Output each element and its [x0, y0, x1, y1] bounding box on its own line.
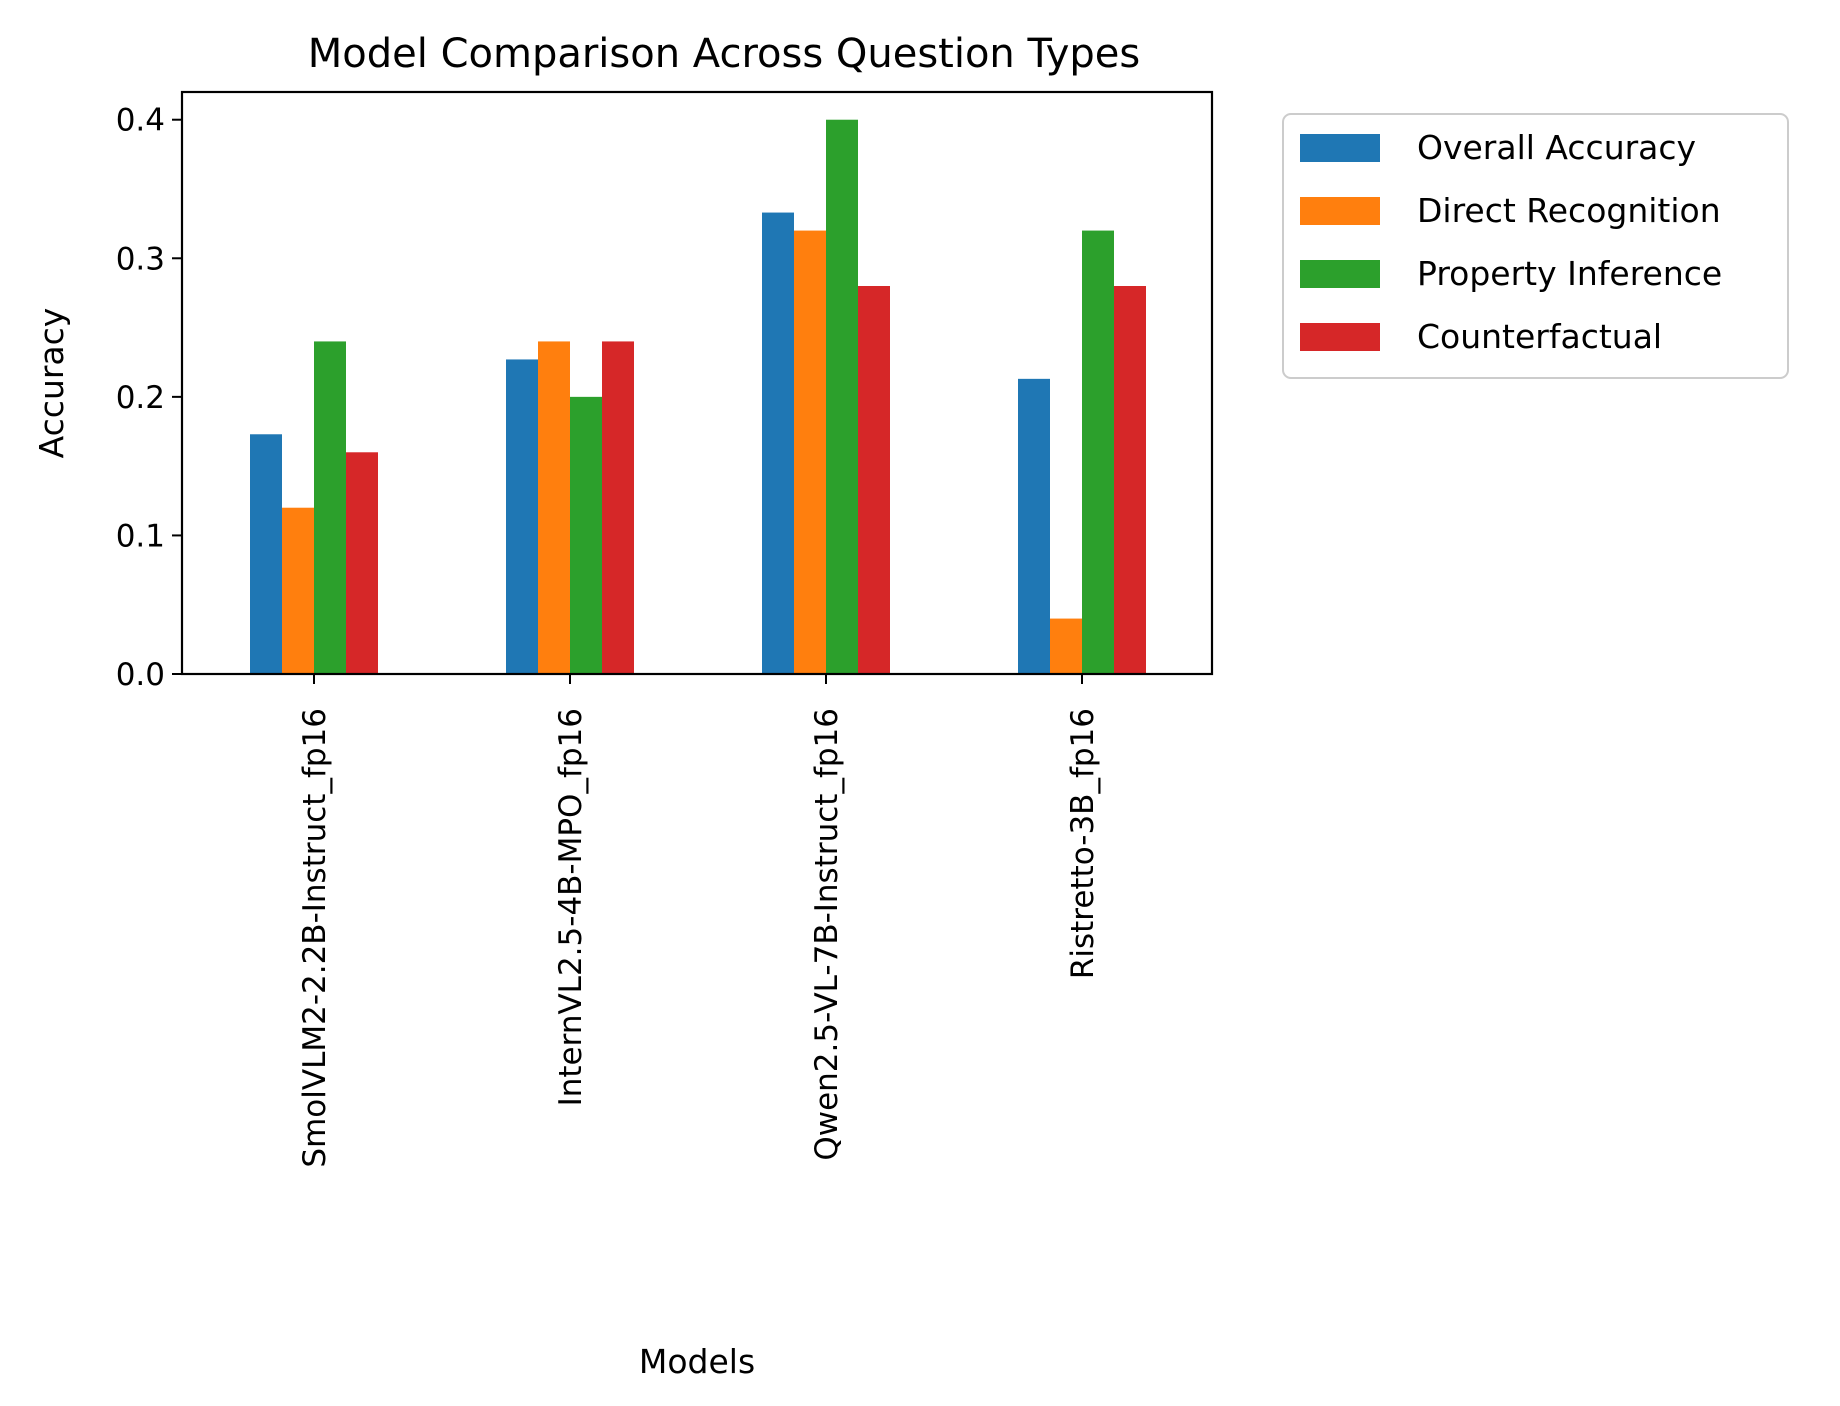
bar-direct-recognition-3	[1050, 618, 1082, 674]
bars-group	[250, 119, 1146, 675]
bar-property-inference-1	[570, 396, 602, 674]
legend-label: Overall Accuracy	[1417, 128, 1696, 167]
y-tick-label: 0.1	[116, 518, 165, 554]
bar-direct-recognition-0	[282, 507, 314, 674]
legend-label: Direct Recognition	[1417, 191, 1721, 230]
legend-label: Property Inference	[1417, 254, 1722, 293]
bar-property-inference-0	[314, 341, 346, 674]
legend-swatch	[1300, 197, 1380, 225]
bar-overall-accuracy-0	[250, 434, 282, 674]
bar-property-inference-3	[1082, 230, 1114, 675]
y-axis: 0.0 0.1 0.2 0.3 0.4	[116, 103, 182, 693]
x-tick-label: Qwen2.5-VL-7B-Instruct_fp16	[809, 708, 845, 1161]
bar-property-inference-2	[826, 119, 858, 674]
bar-counterfactual-0	[346, 452, 378, 674]
plot-frame	[180, 90, 1214, 676]
bar-counterfactual-1	[602, 341, 634, 674]
legend-label: Counterfactual	[1417, 317, 1662, 356]
legend-box	[1282, 113, 1789, 379]
bar-overall-accuracy-2	[762, 212, 794, 675]
x-axis: SmolVLM2-2.2B-Instruct_fp16 InternVL2.5-4…	[297, 674, 1101, 1168]
x-tick-label: SmolVLM2-2.2B-Instruct_fp16	[297, 708, 333, 1168]
x-tick-label: InternVL2.5-4B-MPO_fp16	[553, 708, 589, 1106]
legend: Overall Accuracy Direct Recognition Proper…	[1282, 113, 1789, 379]
legend-swatch	[1300, 134, 1380, 162]
bar-direct-recognition-1	[538, 341, 570, 674]
bar-counterfactual-3	[1114, 286, 1146, 674]
bar-overall-accuracy-3	[1018, 378, 1050, 674]
y-tick-label: 0.3	[116, 241, 165, 277]
x-tick-label: Ristretto-3B_fp16	[1065, 708, 1101, 979]
x-axis-label: Models	[639, 1342, 755, 1381]
bar-overall-accuracy-1	[506, 359, 538, 674]
y-tick-label: 0.0	[116, 657, 165, 693]
y-tick-label: 0.2	[116, 380, 165, 416]
legend-swatch	[1300, 323, 1380, 351]
chart-title: Model Comparison Across Question Types	[308, 31, 1140, 77]
bar-counterfactual-2	[858, 286, 890, 674]
y-axis-label: Accuracy	[32, 308, 71, 459]
y-tick-label: 0.4	[116, 103, 165, 139]
bar-direct-recognition-2	[794, 230, 826, 675]
legend-swatch	[1300, 260, 1380, 288]
